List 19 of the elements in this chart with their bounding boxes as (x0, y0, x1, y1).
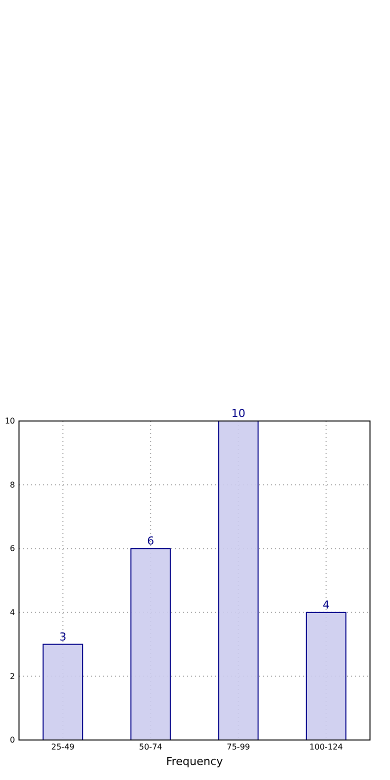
data-label: 10 (231, 407, 246, 420)
x-tick-label: 50-74 (139, 742, 162, 752)
y-tick-label: 0 (10, 736, 15, 745)
data-label: 6 (147, 534, 154, 548)
y-tick-label: 8 (10, 480, 15, 490)
y-tick-label: 6 (10, 544, 15, 554)
data-label: 3 (59, 630, 66, 644)
bar (42, 644, 84, 740)
x-tick-label: 25-49 (51, 742, 74, 752)
y-tick-label: 4 (10, 608, 15, 617)
x-tick-label: 75-99 (226, 742, 250, 752)
y-tick-label: 10 (4, 416, 15, 426)
bar (306, 612, 346, 740)
data-label: 4 (322, 598, 330, 612)
x-tick-label: 100-124 (309, 742, 343, 752)
bar (130, 548, 171, 740)
y-tick-label: 2 (10, 672, 15, 681)
x-axis-title: Frequency (166, 755, 224, 768)
bar (218, 420, 259, 740)
